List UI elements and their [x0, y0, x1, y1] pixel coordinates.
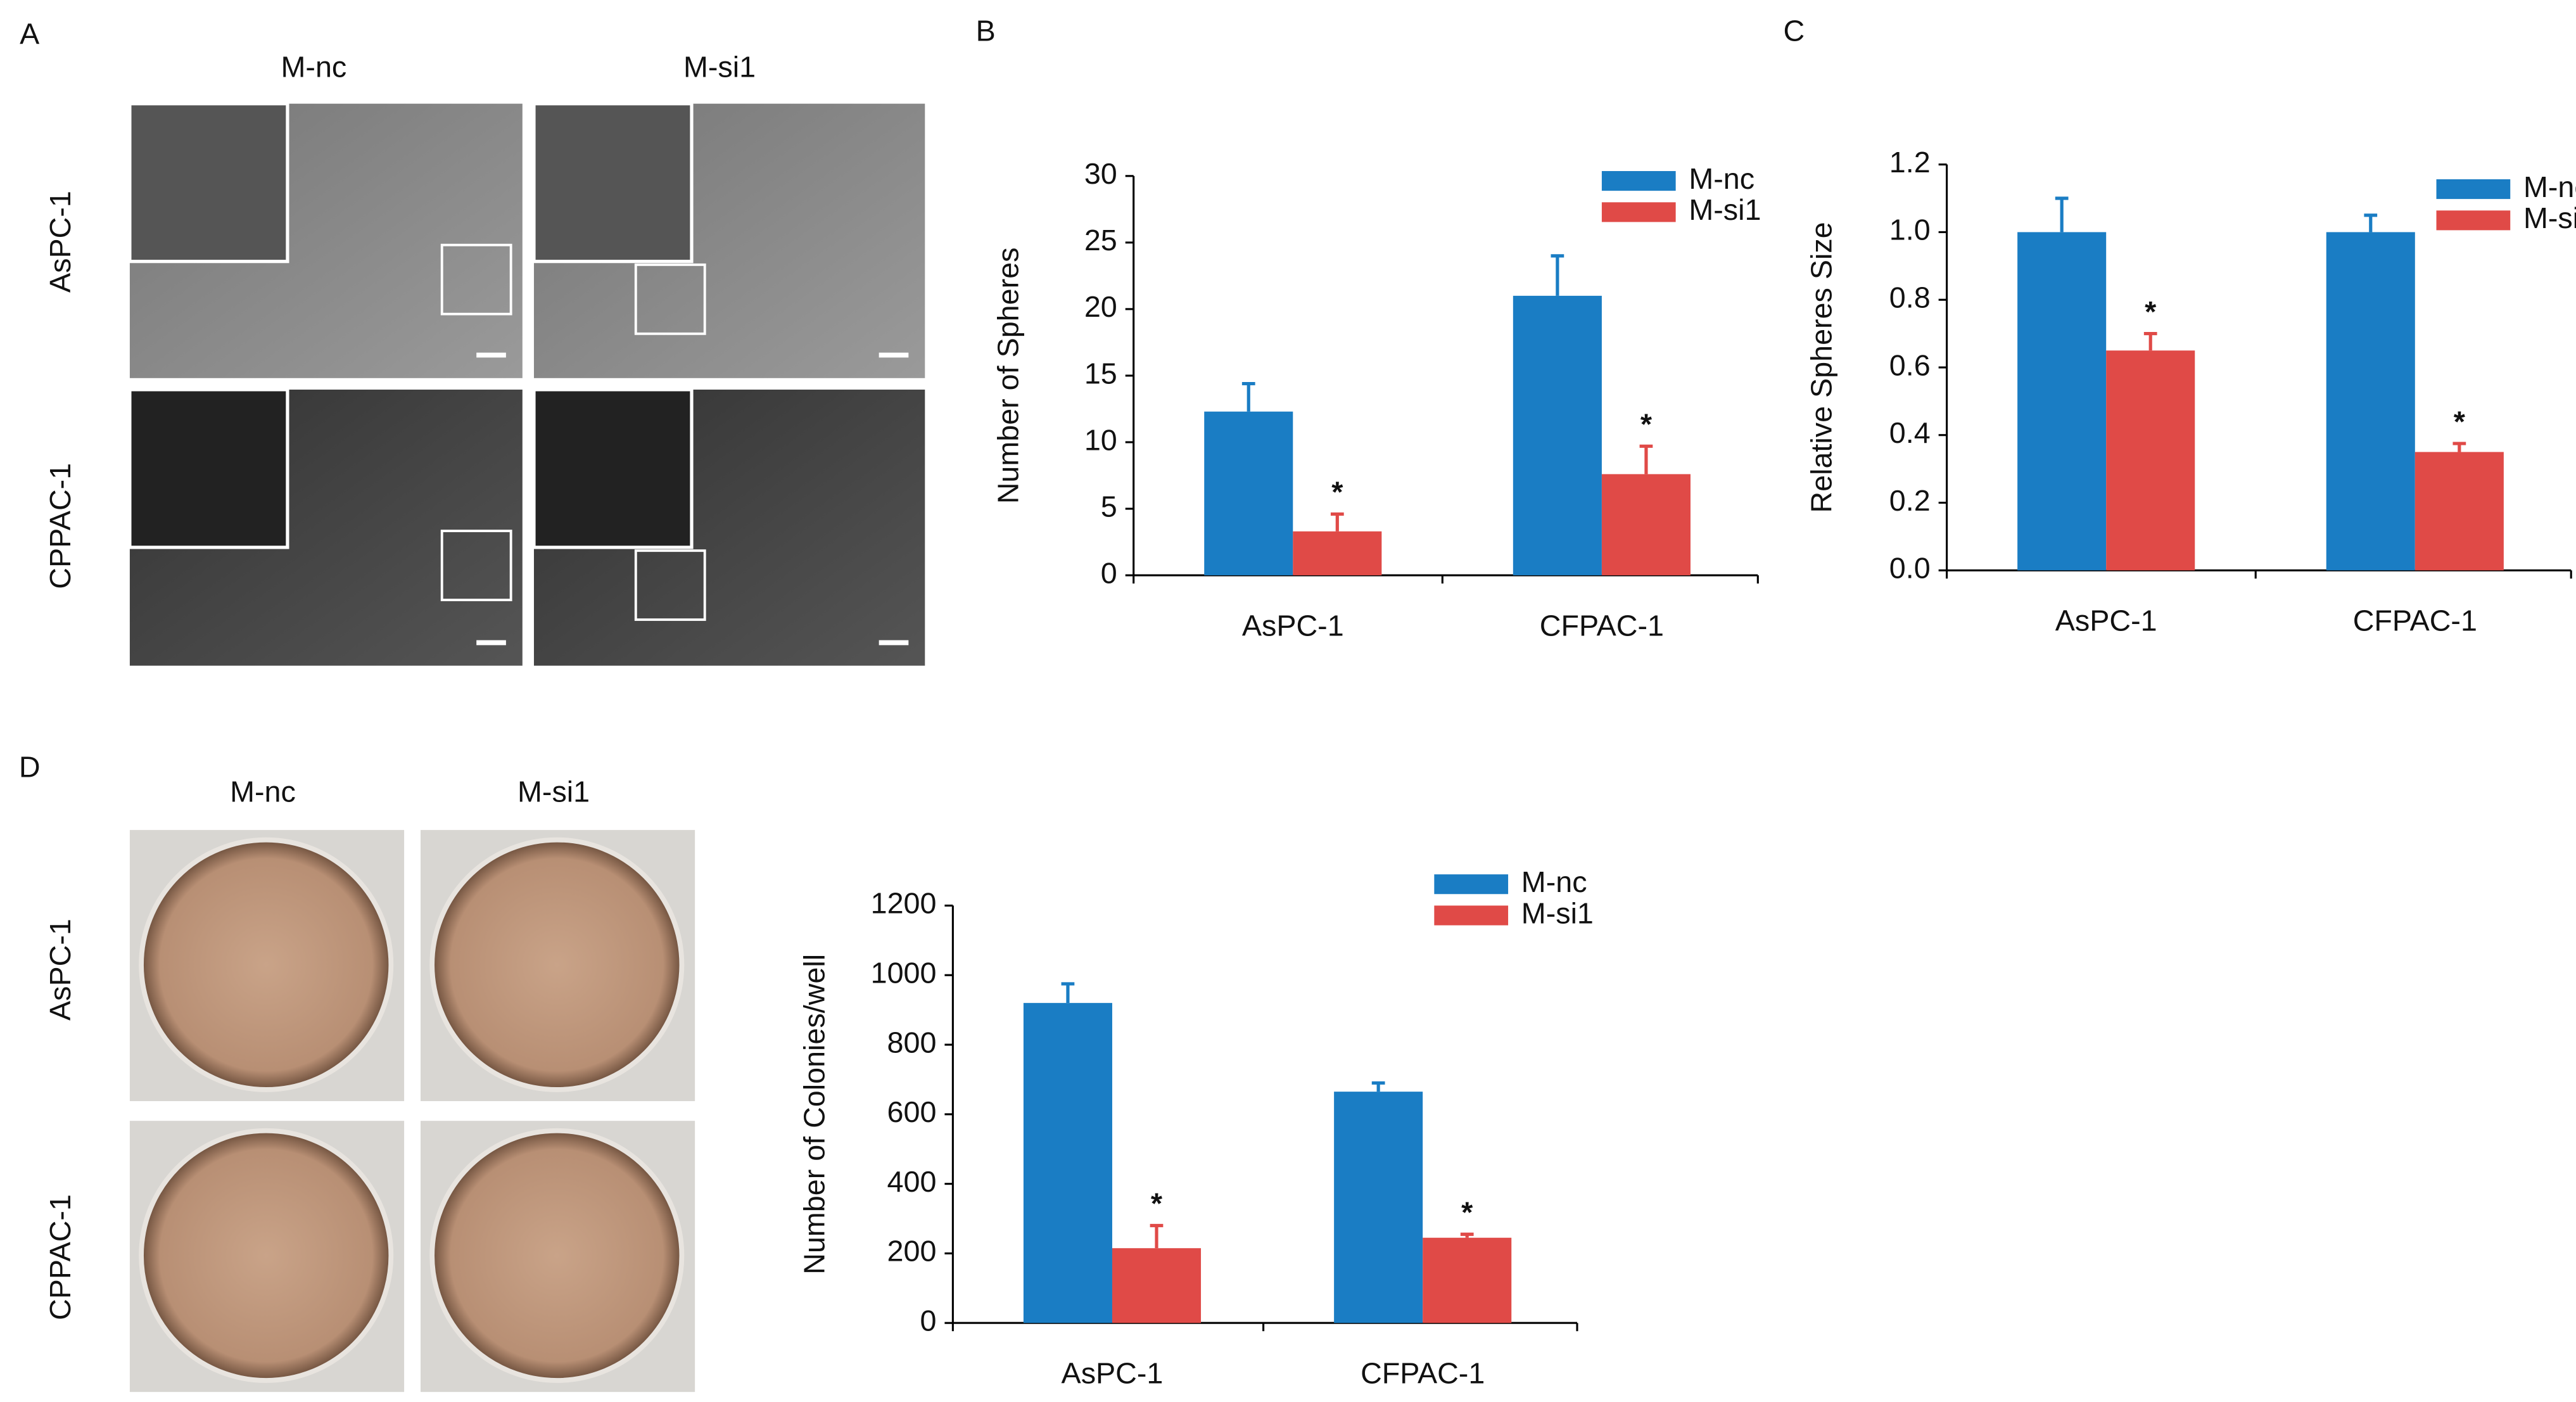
bar — [1601, 474, 1691, 576]
error-bar — [2452, 442, 2466, 452]
significance-mark: * — [1331, 476, 1343, 509]
y-tick-label: 30 — [1084, 157, 1117, 190]
zoom-box — [440, 530, 512, 601]
y-axis-label: Number of Spheres — [991, 248, 1024, 504]
dish — [139, 837, 394, 1092]
legend-label: M-nc — [1689, 162, 1754, 195]
y-tick-label: 600 — [887, 1095, 937, 1128]
y-tick-label: 400 — [887, 1165, 937, 1198]
legend-label: M-nc — [1521, 865, 1587, 898]
y-tick-label: 0.6 — [1889, 348, 1931, 381]
x-tick-label: CFPAC-1 — [2353, 604, 2477, 637]
dish — [429, 837, 685, 1092]
y-tick-label: 200 — [887, 1235, 937, 1268]
legend-swatch — [2436, 210, 2511, 231]
y-tick-label: 0.2 — [1889, 484, 1931, 517]
y-tick-label: 0.4 — [1889, 416, 1931, 449]
panel-letter: A — [20, 18, 40, 51]
row-label: CPPAC-1 — [44, 1194, 77, 1320]
error-bar — [2364, 213, 2378, 233]
column-label: M-si1 — [683, 51, 756, 84]
bar — [1513, 295, 1602, 576]
error-bar — [1371, 1081, 1385, 1092]
micrograph-inset — [128, 102, 289, 264]
y-tick-label: 20 — [1084, 290, 1117, 323]
row-label: CPPAC-1 — [44, 463, 77, 589]
legend-label: M-si1 — [2523, 201, 2576, 234]
y-axis-label: Number of Colonies/well — [797, 954, 830, 1275]
bar — [2017, 232, 2107, 571]
error-bar — [1639, 444, 1653, 475]
y-tick-label: 15 — [1084, 357, 1117, 390]
legend-swatch — [1601, 171, 1676, 191]
y-tick-label: 0.0 — [1889, 552, 1931, 585]
y-tick-label: 10 — [1084, 423, 1117, 456]
significance-mark: * — [1151, 1187, 1163, 1220]
bar — [1023, 1003, 1112, 1323]
row-label: AsPC-1 — [44, 191, 77, 293]
significance-mark: * — [1461, 1195, 1473, 1228]
panel-letter: C — [1784, 14, 1805, 47]
micrograph-inset — [532, 388, 694, 549]
row-label: AsPC-1 — [44, 919, 77, 1021]
bar — [1112, 1248, 1202, 1323]
error-bar — [1241, 381, 1255, 412]
legend-label: M-si1 — [1521, 896, 1594, 929]
bar — [2414, 452, 2504, 571]
legend-label: M-nc — [2523, 170, 2576, 203]
zoom-box — [634, 549, 706, 621]
legend-swatch — [1434, 905, 1509, 926]
y-tick-label: 800 — [887, 1026, 937, 1059]
y-tick-label: 25 — [1084, 224, 1117, 257]
zoom-box — [440, 243, 512, 315]
error-bar — [1150, 1223, 1164, 1249]
y-tick-label: 1.2 — [1889, 146, 1931, 179]
y-tick-label: 0 — [920, 1304, 936, 1337]
x-tick-label: CFPAC-1 — [1361, 1357, 1485, 1390]
bar — [1334, 1092, 1423, 1323]
y-tick-label: 1000 — [871, 957, 937, 990]
x-tick-label: CFPAC-1 — [1540, 609, 1664, 642]
error-bar — [1061, 982, 1075, 1004]
significance-mark: * — [2454, 405, 2466, 438]
panel-letter: B — [976, 14, 996, 47]
y-tick-label: 0 — [1101, 556, 1117, 589]
significance-mark: * — [1640, 407, 1653, 440]
bar — [1423, 1237, 1512, 1323]
significance-mark: * — [2145, 295, 2157, 328]
bar — [1293, 531, 1382, 576]
dish — [139, 1128, 394, 1383]
bar — [1204, 411, 1293, 576]
column-label: M-si1 — [517, 775, 590, 808]
y-tick-label: 0.8 — [1889, 281, 1931, 314]
y-tick-label: 5 — [1101, 490, 1117, 523]
column-label: M-nc — [281, 51, 347, 84]
x-tick-label: AsPC-1 — [2055, 604, 2157, 637]
error-bar — [1330, 512, 1344, 532]
legend-swatch — [1434, 874, 1509, 895]
y-tick-label: 1.0 — [1889, 213, 1931, 246]
error-bar — [1551, 254, 1564, 296]
zoom-box — [634, 263, 706, 335]
error-bar — [2055, 196, 2069, 233]
panel-letter: D — [19, 750, 41, 783]
error-bar — [2143, 331, 2157, 351]
y-tick-label: 1200 — [871, 887, 937, 920]
legend-swatch — [2436, 179, 2511, 200]
bar — [2326, 232, 2415, 571]
micrograph-inset — [532, 102, 694, 264]
dish — [429, 1128, 685, 1383]
micrograph-inset — [128, 388, 289, 549]
bar — [2106, 350, 2195, 571]
column-label: M-nc — [230, 775, 296, 808]
x-tick-label: AsPC-1 — [1242, 609, 1344, 642]
y-axis-label: Relative Spheres Size — [1805, 222, 1837, 513]
legend-label: M-si1 — [1689, 193, 1761, 226]
error-bar — [1460, 1232, 1474, 1238]
x-tick-label: AsPC-1 — [1062, 1357, 1164, 1390]
legend-swatch — [1601, 202, 1676, 222]
